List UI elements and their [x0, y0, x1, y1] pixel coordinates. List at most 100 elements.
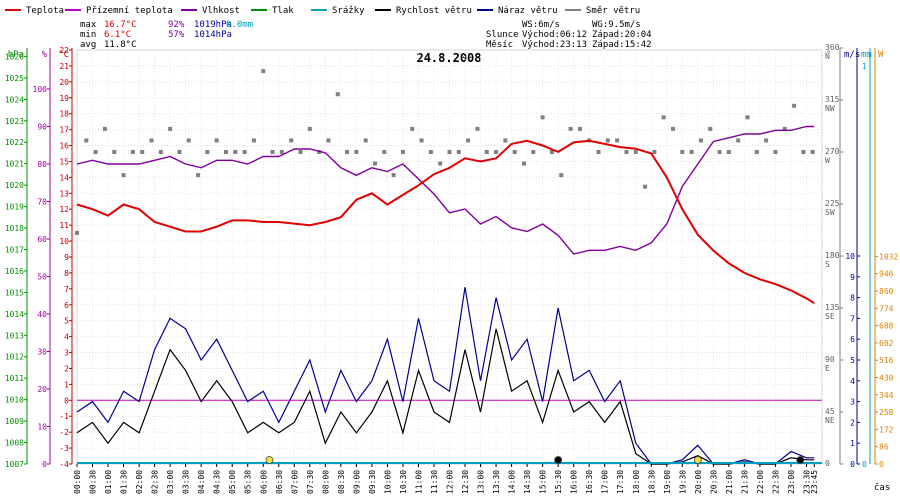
- wind-dir-point: [484, 150, 489, 154]
- sun-moon-marker: [554, 456, 563, 464]
- x-tick-label: 17:00: [601, 470, 610, 494]
- stats-panel: max 16.7°C 92% 1019hPa 0.0mm min 6.1°C 5…: [80, 20, 652, 50]
- axis-unit-hpa: hPa: [8, 50, 24, 60]
- wind-dir-point: [233, 150, 238, 154]
- stat-max-press: 1019hPa: [194, 20, 232, 30]
- wind-dir-point: [568, 126, 573, 131]
- stat-sun-label: Slunce: [486, 30, 519, 40]
- stat-avg-temp: 11.8°C: [104, 40, 137, 50]
- x-tick-label: 22:30: [771, 470, 780, 494]
- wind-dir-point: [251, 138, 256, 143]
- wind-dir-point: [196, 173, 201, 178]
- axis-tick-label: 1026: [5, 52, 24, 61]
- x-tick-label: 15:00: [539, 470, 548, 494]
- axis-tick-label: 1025: [5, 74, 24, 83]
- wind-dir-point: [782, 126, 787, 131]
- x-tick-label: 17:30: [616, 470, 625, 494]
- axis-tick-label: 1012: [5, 353, 24, 362]
- axis-tick-label: 9: [850, 273, 855, 282]
- axis-unit-dir: °: [826, 50, 831, 60]
- axis-tick-label: 360: [825, 43, 840, 52]
- axis-tick-label: 8: [850, 294, 855, 303]
- axis-tick-label: 6: [64, 301, 69, 310]
- wind-dir-point: [149, 138, 154, 143]
- wind-dir-point: [522, 161, 526, 166]
- grid: [76, 49, 823, 465]
- axis-tick-label: 688: [879, 322, 894, 331]
- axis-tick-label: 1021: [5, 160, 24, 169]
- x-tick-label: 11:30: [430, 470, 439, 494]
- wind-dir-point: [224, 150, 228, 154]
- x-tick-label: 19:00: [663, 470, 672, 494]
- axis-tick-label: 86: [879, 443, 889, 452]
- wind-dir-point: [456, 150, 461, 154]
- x-tick-label: 20:30: [709, 470, 718, 494]
- axis-tick-label: 258: [879, 408, 894, 417]
- axis-tick-label: 3: [850, 398, 855, 407]
- wind-dir-point: [531, 150, 536, 154]
- x-tick-label: 08:00: [321, 470, 330, 494]
- wind-dir-point: [177, 150, 182, 154]
- legend-label: Srážky: [332, 6, 365, 16]
- wind-dir-point: [792, 103, 797, 108]
- x-tick-label: 01:00: [104, 470, 113, 494]
- x-tick-label: 02:30: [151, 470, 160, 494]
- axis-tick-label: 1: [850, 439, 855, 448]
- wind-dir-point: [680, 150, 685, 154]
- plot-area: [75, 69, 822, 465]
- axis-tick-label: 1011: [5, 374, 24, 383]
- wind-dir-point: [112, 150, 117, 154]
- wind-dir-point: [447, 150, 452, 154]
- axis-tick-label: 1014: [5, 310, 24, 319]
- axis-tick-label: 5: [850, 356, 855, 365]
- x-tick-label: 10:30: [399, 470, 408, 494]
- axis-tick-label: 225: [825, 199, 840, 208]
- x-tick-label: 15:30: [554, 470, 563, 494]
- axis-tick-label: 5: [64, 317, 69, 326]
- wind-dir-point: [354, 150, 359, 154]
- stat-sun-set: Západ:20:04: [592, 30, 652, 40]
- axis-tick-label: 12: [59, 205, 69, 214]
- wind-dir-point: [373, 161, 377, 166]
- stat-ws: WS:6m/s: [522, 20, 560, 30]
- axes: hPa1007100810091010101110121013101410151…: [5, 43, 899, 469]
- wind-dir-point: [754, 150, 759, 154]
- axis-tick-label: 1010: [5, 396, 24, 405]
- wind-dir-point: [494, 150, 499, 154]
- axis-tick-label: 0: [850, 460, 855, 469]
- x-tick-label: 04:00: [197, 470, 206, 494]
- axis-tick-label: NE: [825, 416, 835, 425]
- wind-dir-point: [540, 115, 545, 120]
- axis-tick-label: 7: [850, 314, 855, 323]
- stat-max-rain: 0.0mm: [226, 20, 253, 30]
- axis-tick-label: 90: [37, 123, 47, 132]
- wind-dir-point: [186, 138, 191, 143]
- x-tick-label: 09:00: [352, 470, 361, 494]
- wind-dir-point: [363, 138, 368, 143]
- wind-dir-point: [726, 150, 731, 154]
- wind-dir-point: [661, 115, 666, 120]
- axis-tick-label: 0: [42, 460, 47, 469]
- axis-tick-label: S: [825, 260, 830, 269]
- axis-unit-ms: m/s: [844, 50, 860, 60]
- axis-tick-label: 315: [825, 95, 840, 104]
- wind-dir-point: [214, 138, 219, 143]
- axis-tick-label: 20: [37, 385, 47, 394]
- stat-min-temp: 6.1°C: [104, 30, 131, 40]
- axis-tick-label: 516: [879, 356, 894, 365]
- wind-dir-point: [428, 150, 433, 154]
- wind-dir-point: [326, 138, 331, 143]
- legend-label: Směr větru: [586, 6, 640, 16]
- legend-label: Rychlost větru: [396, 6, 472, 16]
- axis-tick-label: 0: [64, 396, 69, 405]
- x-tick-label: 00:00: [73, 470, 82, 494]
- x-tick-label: 13:30: [492, 470, 501, 494]
- axis-tick-label: SE: [825, 312, 835, 321]
- stat-sun-rise: Východ:06:12: [522, 30, 587, 40]
- axis-tick-label: 15: [59, 157, 69, 166]
- wind-dir-point: [279, 150, 284, 154]
- axis-tick-label: 946: [879, 270, 894, 279]
- axis-tick-label: 45: [825, 407, 835, 416]
- axis-tick-label: 1013: [5, 331, 24, 340]
- wind-dir-point: [466, 138, 471, 143]
